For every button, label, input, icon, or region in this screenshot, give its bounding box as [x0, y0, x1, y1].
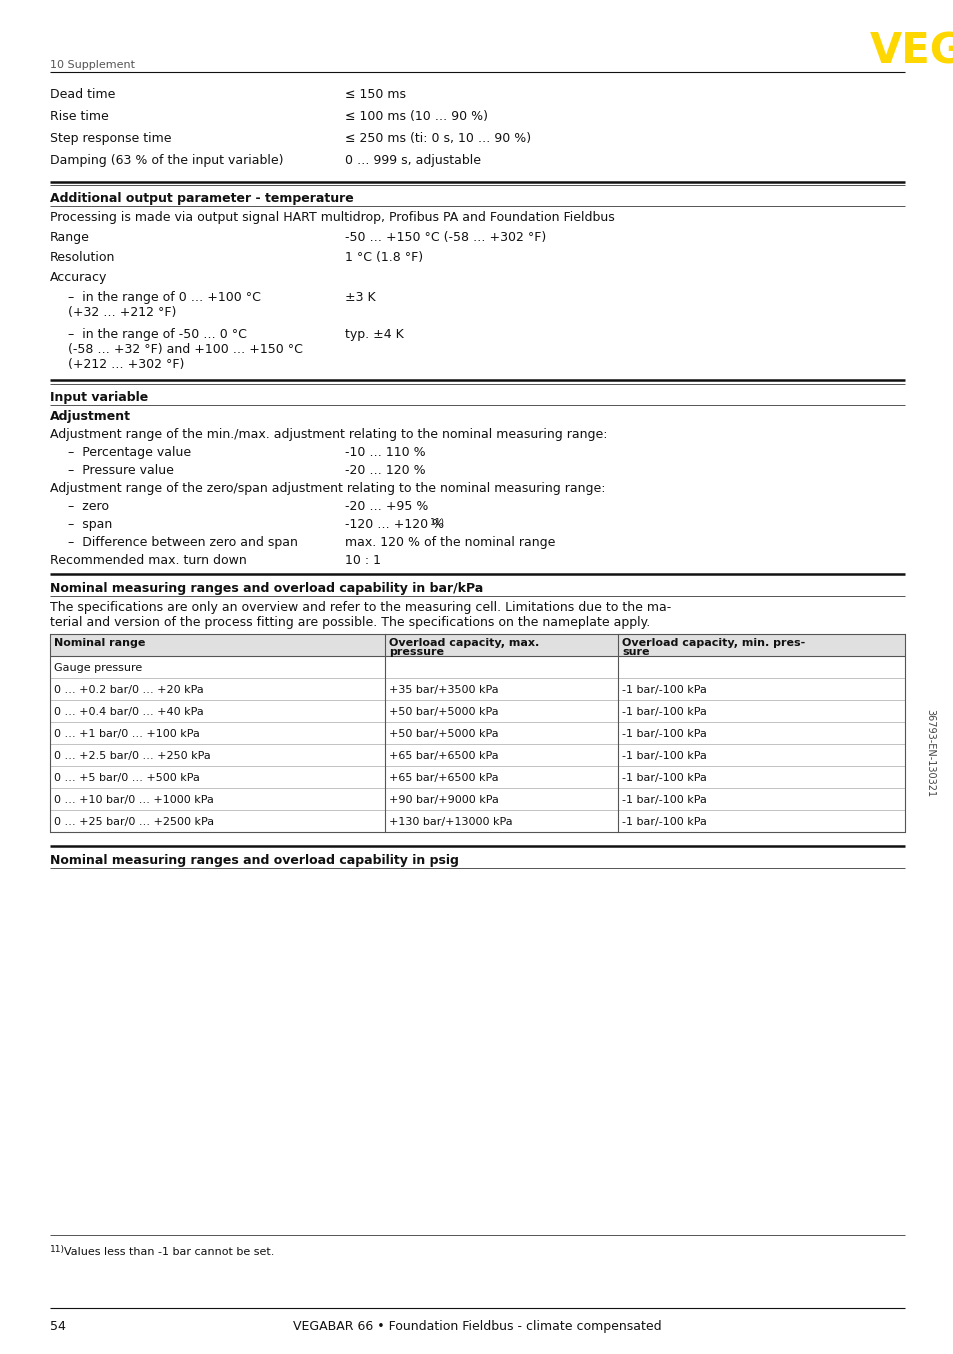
Text: (+212 … +302 °F): (+212 … +302 °F) — [68, 357, 184, 371]
Text: pressure: pressure — [389, 647, 443, 657]
Text: +90 bar/+9000 kPa: +90 bar/+9000 kPa — [389, 795, 498, 806]
Text: 11): 11) — [430, 519, 444, 527]
Text: 0 … +25 bar/0 … +2500 kPa: 0 … +25 bar/0 … +2500 kPa — [54, 816, 213, 827]
Text: 0 … +0.4 bar/0 … +40 kPa: 0 … +0.4 bar/0 … +40 kPa — [54, 707, 204, 718]
Text: Nominal measuring ranges and overload capability in psig: Nominal measuring ranges and overload ca… — [50, 854, 458, 867]
Text: 36793-EN-130321: 36793-EN-130321 — [924, 709, 934, 798]
Text: ≤ 250 ms (ti: 0 s, 10 … 90 %): ≤ 250 ms (ti: 0 s, 10 … 90 %) — [345, 131, 531, 145]
Text: 54: 54 — [50, 1320, 66, 1332]
Text: Accuracy: Accuracy — [50, 271, 108, 284]
Bar — [50, 634, 904, 655]
Text: Nominal range: Nominal range — [54, 638, 145, 649]
Text: Input variable: Input variable — [50, 391, 148, 403]
Text: Overload capacity, max.: Overload capacity, max. — [389, 638, 538, 649]
Text: Dead time: Dead time — [50, 88, 115, 102]
Text: -120 … +120 %: -120 … +120 % — [345, 519, 444, 531]
Text: 0 … +5 bar/0 … +500 kPa: 0 … +5 bar/0 … +500 kPa — [54, 773, 200, 783]
Text: ≤ 150 ms: ≤ 150 ms — [345, 88, 406, 102]
Text: (-58 … +32 °F) and +100 … +150 °C: (-58 … +32 °F) and +100 … +150 °C — [68, 343, 302, 356]
Text: Damping (63 % of the input variable): Damping (63 % of the input variable) — [50, 154, 283, 167]
Text: +50 bar/+5000 kPa: +50 bar/+5000 kPa — [389, 707, 498, 718]
Text: –  zero: – zero — [68, 500, 109, 513]
Text: ≤ 100 ms (10 … 90 %): ≤ 100 ms (10 … 90 %) — [345, 110, 488, 123]
Text: terial and version of the process fitting are possible. The specifications on th: terial and version of the process fittin… — [50, 616, 650, 630]
Text: Additional output parameter - temperature: Additional output parameter - temperatur… — [50, 192, 354, 204]
Text: VEGABAR 66 • Foundation Fieldbus - climate compensated: VEGABAR 66 • Foundation Fieldbus - clima… — [293, 1320, 660, 1332]
Text: Adjustment range of the zero/span adjustment relating to the nominal measuring r: Adjustment range of the zero/span adjust… — [50, 482, 605, 496]
Text: 0 … +10 bar/0 … +1000 kPa: 0 … +10 bar/0 … +1000 kPa — [54, 795, 213, 806]
Text: ±3 K: ±3 K — [345, 291, 375, 305]
Text: Nominal measuring ranges and overload capability in bar/kPa: Nominal measuring ranges and overload ca… — [50, 582, 483, 594]
Text: -1 bar/-100 kPa: -1 bar/-100 kPa — [621, 707, 706, 718]
Text: –  Percentage value: – Percentage value — [68, 445, 191, 459]
Text: Adjustment: Adjustment — [50, 410, 131, 422]
Text: –  Difference between zero and span: – Difference between zero and span — [68, 536, 297, 548]
Text: The specifications are only an overview and refer to the measuring cell. Limitat: The specifications are only an overview … — [50, 601, 671, 613]
Text: -1 bar/-100 kPa: -1 bar/-100 kPa — [621, 728, 706, 739]
Text: 0 … +1 bar/0 … +100 kPa: 0 … +1 bar/0 … +100 kPa — [54, 728, 200, 739]
Text: -20 … +95 %: -20 … +95 % — [345, 500, 428, 513]
Text: Gauge pressure: Gauge pressure — [54, 663, 142, 673]
Text: Step response time: Step response time — [50, 131, 172, 145]
Text: Processing is made via output signal HART multidrop, Profibus PA and Foundation : Processing is made via output signal HAR… — [50, 211, 614, 223]
Text: 0 … 999 s, adjustable: 0 … 999 s, adjustable — [345, 154, 480, 167]
Text: Adjustment range of the min./max. adjustment relating to the nominal measuring r: Adjustment range of the min./max. adjust… — [50, 428, 607, 441]
Text: –  Pressure value: – Pressure value — [68, 464, 173, 477]
Text: Rise time: Rise time — [50, 110, 109, 123]
Text: typ. ±4 K: typ. ±4 K — [345, 328, 403, 341]
Text: 11): 11) — [50, 1244, 65, 1254]
Text: -1 bar/-100 kPa: -1 bar/-100 kPa — [621, 795, 706, 806]
Text: 10 : 1: 10 : 1 — [345, 554, 380, 567]
Text: VEGA: VEGA — [869, 30, 953, 72]
Text: -1 bar/-100 kPa: -1 bar/-100 kPa — [621, 773, 706, 783]
Text: 10 Supplement: 10 Supplement — [50, 60, 135, 70]
Text: -10 … 110 %: -10 … 110 % — [345, 445, 425, 459]
Text: Recommended max. turn down: Recommended max. turn down — [50, 554, 247, 567]
Text: max. 120 % of the nominal range: max. 120 % of the nominal range — [345, 536, 555, 548]
Text: +65 bar/+6500 kPa: +65 bar/+6500 kPa — [389, 773, 498, 783]
Text: –  in the range of -50 … 0 °C: – in the range of -50 … 0 °C — [68, 328, 247, 341]
Text: Values less than -1 bar cannot be set.: Values less than -1 bar cannot be set. — [64, 1247, 274, 1257]
Text: +130 bar/+13000 kPa: +130 bar/+13000 kPa — [389, 816, 512, 827]
Text: 1 °C (1.8 °F): 1 °C (1.8 °F) — [345, 250, 423, 264]
Text: -20 … 120 %: -20 … 120 % — [345, 464, 425, 477]
Text: +50 bar/+5000 kPa: +50 bar/+5000 kPa — [389, 728, 498, 739]
Text: 0 … +0.2 bar/0 … +20 kPa: 0 … +0.2 bar/0 … +20 kPa — [54, 685, 204, 695]
Text: +65 bar/+6500 kPa: +65 bar/+6500 kPa — [389, 751, 498, 761]
Text: -1 bar/-100 kPa: -1 bar/-100 kPa — [621, 751, 706, 761]
Text: -1 bar/-100 kPa: -1 bar/-100 kPa — [621, 816, 706, 827]
Text: Range: Range — [50, 232, 90, 244]
Text: -1 bar/-100 kPa: -1 bar/-100 kPa — [621, 685, 706, 695]
Text: –  in the range of 0 … +100 °C: – in the range of 0 … +100 °C — [68, 291, 260, 305]
Text: Overload capacity, min. pres-: Overload capacity, min. pres- — [621, 638, 804, 649]
Text: sure: sure — [621, 647, 649, 657]
Text: +35 bar/+3500 kPa: +35 bar/+3500 kPa — [389, 685, 498, 695]
Text: Resolution: Resolution — [50, 250, 115, 264]
Text: (+32 … +212 °F): (+32 … +212 °F) — [68, 306, 176, 320]
Text: 0 … +2.5 bar/0 … +250 kPa: 0 … +2.5 bar/0 … +250 kPa — [54, 751, 211, 761]
Text: –  span: – span — [68, 519, 112, 531]
Text: -50 … +150 °C (-58 … +302 °F): -50 … +150 °C (-58 … +302 °F) — [345, 232, 546, 244]
